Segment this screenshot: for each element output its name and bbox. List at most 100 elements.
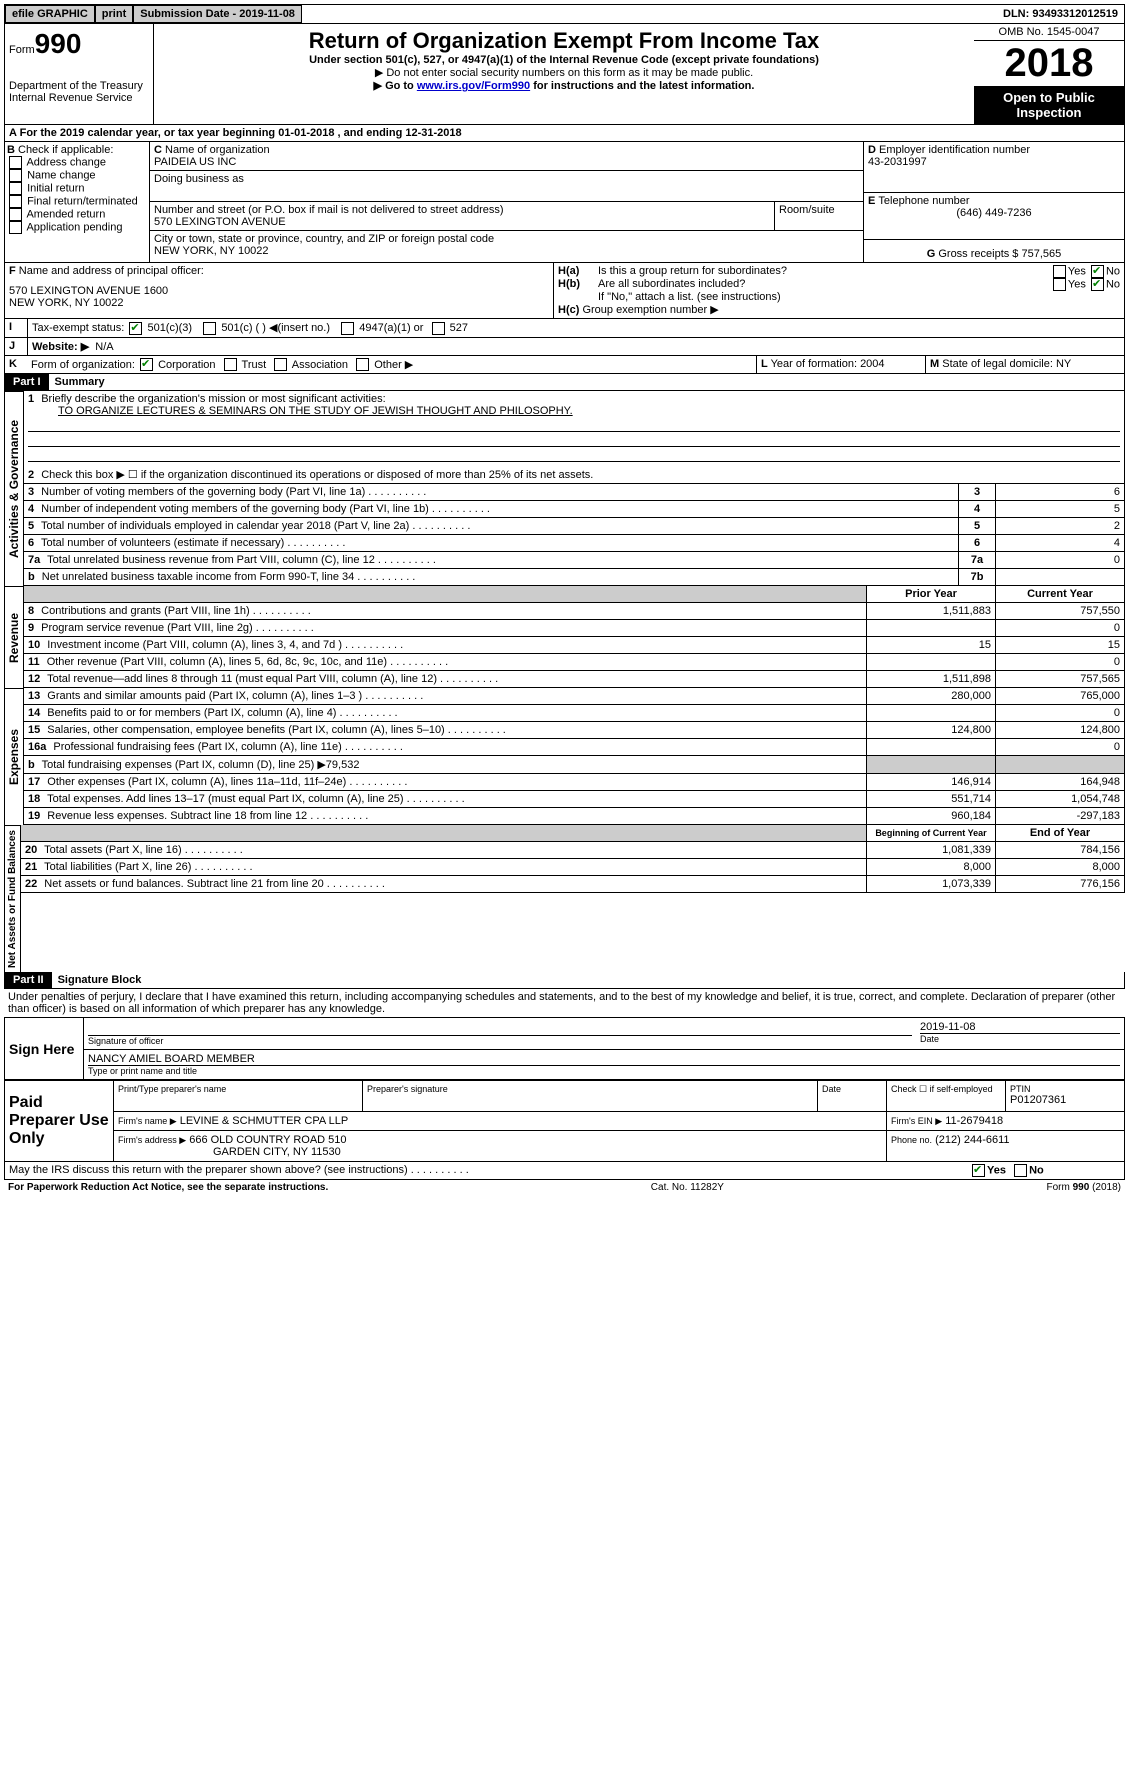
sign-here-table: Sign Here Signature of officer 2019-11-0…: [4, 1017, 1125, 1080]
chk-other[interactable]: [356, 358, 369, 371]
yof-val: 2004: [860, 358, 884, 370]
end-hdr: End of Year: [996, 825, 1125, 842]
firm-addr1: 666 OLD COUNTRY ROAD 510: [189, 1134, 346, 1146]
omb-no: OMB No. 1545-0047: [974, 24, 1124, 41]
net-table: Beginning of Current YearEnd of Year 20 …: [21, 825, 1125, 893]
chk-corp[interactable]: [140, 358, 153, 371]
gross-label: Gross receipts $: [938, 248, 1018, 260]
firm-name-lbl: Firm's name ▶: [118, 1116, 177, 1126]
hc-label: Group exemption number ▶: [582, 304, 718, 316]
website-val: N/A: [95, 341, 113, 353]
chk-initial[interactable]: [9, 182, 22, 195]
chk-assoc[interactable]: [274, 358, 287, 371]
ein-label: Employer identification number: [879, 144, 1030, 156]
dba-label: Doing business as: [154, 173, 859, 185]
opt-other: Other ▶: [374, 359, 413, 371]
opt-4947: 4947(a)(1) or: [359, 322, 423, 334]
info-block: B Check if applicable: Address change Na…: [4, 142, 1125, 263]
irs-link[interactable]: www.irs.gov/Form990: [417, 80, 530, 92]
form-number: 990: [35, 28, 82, 59]
org-name: PAIDEIA US INC: [154, 156, 859, 168]
discuss-yes[interactable]: [972, 1164, 985, 1177]
firm-addr2: GARDEN CITY, NY 11530: [118, 1146, 341, 1158]
paid-preparer-table: Paid Preparer Use Only Print/Type prepar…: [4, 1080, 1125, 1162]
q2-text: Check this box ▶ ☐ if the organization d…: [41, 469, 593, 481]
gross-val: 757,565: [1022, 248, 1062, 260]
sig-officer-lbl: Signature of officer: [88, 1035, 912, 1046]
chk-trust[interactable]: [224, 358, 237, 371]
paid-prep: Paid Preparer Use Only: [5, 1081, 114, 1162]
warn-goto: ▶ Go to www.irs.gov/Form990 for instruct…: [158, 79, 970, 92]
chk-527[interactable]: [432, 322, 445, 335]
officer-addr1: 570 LEXINGTON AVENUE 1600: [9, 285, 549, 297]
submission-date: Submission Date - 2019-11-08: [133, 5, 302, 23]
q1-label: Briefly describe the organization's miss…: [41, 393, 385, 405]
sign-here: Sign Here: [5, 1018, 84, 1080]
hb-note: If "No," attach a list. (see instruction…: [558, 291, 1120, 303]
hb-yes[interactable]: [1053, 278, 1066, 291]
tax-year: 2018: [974, 41, 1124, 86]
org-name-label: Name of organization: [165, 144, 270, 156]
gov-table: 3 Number of voting members of the govern…: [24, 484, 1125, 586]
check-applicable: Check if applicable:: [18, 144, 113, 156]
chk-4947[interactable]: [341, 322, 354, 335]
page-footer: For Paperwork Reduction Act Notice, see …: [4, 1180, 1125, 1195]
opt-pending: Application pending: [26, 221, 122, 233]
opt-501c3: 501(c)(3): [147, 322, 192, 334]
prep-name-lbl: Print/Type preparer's name: [118, 1084, 358, 1094]
print-button[interactable]: print: [95, 5, 133, 23]
period-line: For the 2019 calendar year, or tax year …: [20, 127, 462, 139]
goto-pre: ▶ Go to: [374, 80, 417, 92]
website-label: Website: ▶: [32, 341, 89, 353]
chk-address[interactable]: [9, 156, 22, 169]
domicile-val: NY: [1056, 358, 1071, 370]
opt-initial: Initial return: [27, 182, 84, 194]
hb-label: Are all subordinates included?: [598, 278, 1051, 291]
ha-label: Is this a group return for subordinates?: [598, 265, 1051, 278]
firm-name: LEVINE & SCHMUTTER CPA LLP: [180, 1115, 349, 1127]
chk-name[interactable]: [9, 169, 22, 182]
opt-527: 527: [450, 322, 468, 334]
part1-name: Summary: [49, 374, 111, 390]
chk-amended[interactable]: [9, 208, 22, 221]
footer-right: Form 990 (2018): [1047, 1182, 1121, 1193]
opt-corp: Corporation: [158, 359, 215, 371]
officer-addr2: NEW YORK, NY 10022: [9, 297, 549, 309]
footer-left: For Paperwork Reduction Act Notice, see …: [8, 1182, 328, 1193]
discuss-text: May the IRS discuss this return with the…: [9, 1164, 408, 1176]
ptin-lbl: PTIN: [1010, 1084, 1120, 1094]
ptin-val: P01207361: [1010, 1094, 1120, 1106]
officer-label: Name and address of principal officer:: [19, 265, 204, 277]
form-subtitle: Under section 501(c), 527, or 4947(a)(1)…: [158, 54, 970, 66]
group-net: Net Assets or Fund Balances: [4, 825, 21, 972]
sig-date-lbl: Date: [920, 1033, 1120, 1044]
opt-trust: Trust: [242, 359, 267, 371]
hb-no[interactable]: [1091, 278, 1104, 291]
opt-final: Final return/terminated: [27, 195, 138, 207]
opt-address: Address change: [26, 156, 106, 168]
opt-name: Name change: [27, 169, 96, 181]
chk-pending[interactable]: [9, 221, 22, 234]
self-emp: Check ☐ if self-employed: [887, 1081, 1006, 1112]
group-exp: Expenses: [4, 688, 24, 825]
sig-date: 2019-11-08: [920, 1021, 1120, 1033]
group-rev: Revenue: [4, 586, 24, 688]
ha-yes[interactable]: [1053, 265, 1066, 278]
chk-501c3[interactable]: [129, 322, 142, 335]
firm-phone-lbl: Phone no.: [891, 1135, 932, 1145]
dept-label: Department of the Treasury Internal Reve…: [9, 80, 149, 104]
footer-mid: Cat. No. 11282Y: [651, 1182, 724, 1193]
firm-addr-lbl: Firm's address ▶: [118, 1135, 186, 1145]
phone-val: (646) 449-7236: [868, 207, 1120, 219]
discuss-no[interactable]: [1014, 1164, 1027, 1177]
part2-name: Signature Block: [52, 972, 148, 988]
ha-no[interactable]: [1091, 265, 1104, 278]
chk-501c[interactable]: [203, 322, 216, 335]
city-label: City or town, state or province, country…: [154, 233, 859, 245]
part2-badge: Part II: [5, 972, 52, 988]
sig-name-lbl: Type or print name and title: [88, 1065, 1120, 1076]
room-label: Room/suite: [775, 202, 863, 230]
chk-final[interactable]: [9, 195, 22, 208]
prep-date-lbl: Date: [822, 1084, 882, 1094]
firm-ein: 11-2679418: [945, 1115, 1003, 1127]
